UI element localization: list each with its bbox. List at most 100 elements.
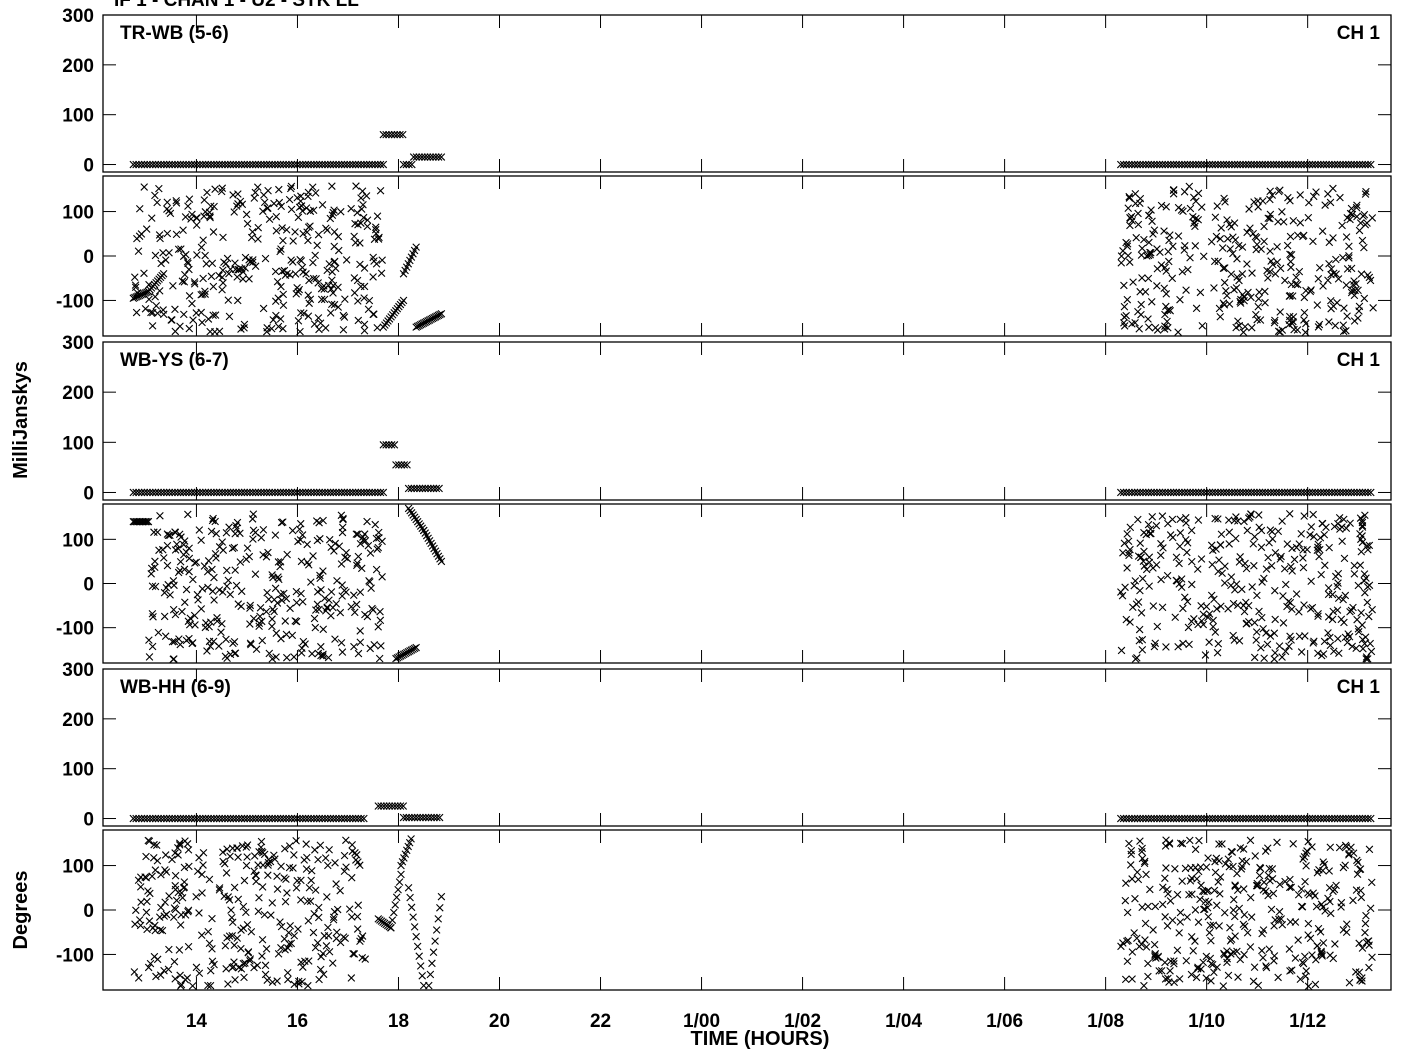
phase-point	[197, 931, 206, 940]
amplitude-point	[246, 814, 254, 823]
phase-point	[1243, 526, 1252, 535]
amplitude-point	[243, 488, 251, 497]
phase-point	[316, 571, 324, 580]
amplitude-point	[187, 160, 196, 169]
amplitude-point	[160, 814, 168, 823]
phase-point	[1163, 317, 1171, 326]
phase-point	[197, 290, 205, 299]
phase-point	[233, 518, 242, 527]
phase-point	[1338, 537, 1346, 546]
phase-point	[1266, 267, 1274, 276]
phase-point	[273, 277, 282, 286]
phase-point	[418, 971, 427, 980]
phase-point	[1266, 876, 1274, 885]
phase-point	[287, 939, 296, 948]
phase-point	[1350, 561, 1359, 570]
phase-point	[1250, 561, 1258, 570]
amplitude-point	[157, 814, 165, 823]
phase-point	[1141, 936, 1149, 944]
phase-point	[294, 288, 303, 296]
amplitude-point	[137, 488, 146, 497]
phase-point	[1151, 902, 1160, 911]
amplitude-point	[1239, 488, 1247, 497]
phase-point	[1197, 617, 1206, 625]
phase-point	[1137, 310, 1145, 319]
phase-point	[1145, 582, 1153, 590]
phase-point	[1249, 540, 1258, 548]
amplitude-point	[1319, 814, 1328, 823]
phase-point	[297, 589, 305, 598]
phase-point	[308, 183, 317, 191]
phase-point	[1248, 583, 1256, 591]
phase-point	[1119, 939, 1127, 947]
phase-point	[1314, 612, 1322, 621]
phase-point	[1261, 287, 1269, 296]
phase-point	[1240, 607, 1249, 616]
phase-point	[1362, 187, 1370, 196]
amplitude-point	[1347, 488, 1356, 497]
phase-point	[1320, 530, 1329, 539]
phase-point	[309, 928, 318, 937]
amplitude-point	[1272, 160, 1281, 169]
amplitude-point	[1300, 814, 1308, 823]
amplitude-point	[1191, 814, 1200, 823]
panel-frames	[102, 14, 1392, 991]
phase-point	[277, 943, 285, 952]
amplitude-point	[1328, 814, 1336, 823]
phase-point	[304, 561, 313, 569]
phase-point	[1226, 245, 1234, 253]
phase-point	[1332, 881, 1340, 890]
phase-point	[1235, 904, 1244, 913]
phase-point	[1270, 952, 1279, 960]
phase-point	[1281, 877, 1289, 886]
amp-tick-label: 300	[62, 333, 94, 354]
amplitude-point	[132, 488, 140, 497]
amp-tick-label: 100	[62, 433, 94, 454]
amplitude-point	[1166, 488, 1175, 497]
phase-point	[1248, 269, 1256, 277]
phase-point	[1361, 633, 1370, 641]
phase-point	[1365, 963, 1373, 972]
phase-point	[322, 942, 331, 950]
phase-point	[1319, 858, 1328, 866]
phase-point	[281, 897, 290, 906]
phase-point	[170, 957, 179, 966]
phase-point	[314, 230, 323, 239]
amplitude-point	[248, 814, 257, 823]
amplitude-point	[190, 160, 199, 169]
phase-point	[316, 965, 325, 974]
phase-point	[1286, 918, 1295, 926]
phase-point	[1210, 284, 1218, 292]
phase-point	[315, 518, 323, 527]
phase-point	[170, 637, 179, 646]
phase-point	[1254, 197, 1262, 205]
phase-point	[1168, 274, 1177, 283]
phase-point	[1349, 896, 1357, 905]
amplitude-point	[1139, 160, 1147, 169]
amplitude-point	[1361, 160, 1370, 169]
amplitude-point	[1222, 814, 1231, 823]
amplitude-point	[1305, 488, 1314, 497]
phase-point	[361, 536, 370, 545]
amplitude-point	[346, 814, 354, 823]
phase-point	[226, 852, 234, 861]
phase-point	[197, 243, 206, 252]
phase-point	[1232, 323, 1240, 332]
phase-point	[251, 570, 260, 578]
amplitude-point	[301, 160, 310, 169]
phase-point	[1292, 273, 1300, 282]
phase-point	[1296, 975, 1305, 983]
phase-point	[305, 883, 314, 892]
amplitude-point	[323, 160, 332, 169]
phase-point	[1300, 308, 1309, 317]
phase-point	[246, 620, 254, 628]
phase-point	[1263, 844, 1272, 852]
phase-point	[1226, 937, 1235, 945]
amplitude-point	[1361, 488, 1370, 497]
phase-point	[1240, 517, 1248, 526]
phase-point	[391, 901, 400, 909]
phase-point	[1214, 567, 1222, 576]
amplitude-point	[221, 160, 229, 169]
amplitude-point	[323, 488, 332, 497]
phase-point	[1355, 226, 1364, 235]
